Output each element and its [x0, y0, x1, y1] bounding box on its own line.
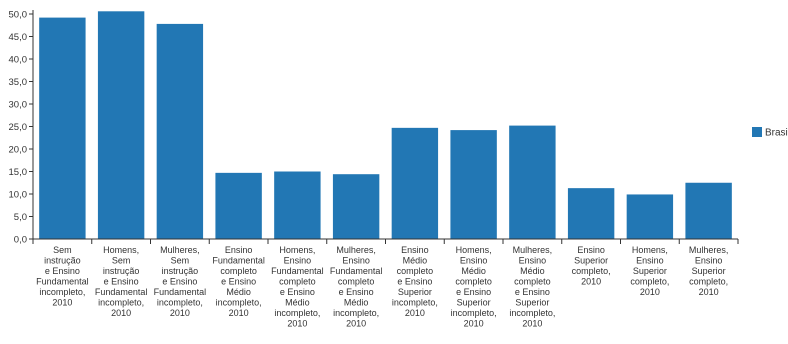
- legend-swatch: [752, 127, 762, 137]
- category-label: Homens, Ensino Superior completo, 2010: [630, 245, 669, 297]
- x-axis: Sem instrução e Ensino Fundamental incomplet…: [32, 238, 739, 329]
- y-axis: 0,0 5,0 10,0 15,0 20,0 25,0 30,0 35,0 40,0 45,0 50…: [9, 10, 34, 246]
- y-tick-label: 5,0: [14, 212, 27, 223]
- y-tick-label: 0,0: [14, 235, 27, 246]
- bar[interactable]: [567, 188, 615, 239]
- bar[interactable]: [450, 130, 497, 239]
- category-label: Homens, Ensino Médio completo e Ensino Superi…: [451, 245, 497, 329]
- y-tick-label: 15,0: [9, 167, 28, 178]
- bar[interactable]: [332, 174, 380, 239]
- bar[interactable]: [274, 171, 321, 240]
- category-label: Mulheres, Ensino Superior completo, 2010: [689, 245, 729, 297]
- y-tick-label: 35,0: [9, 77, 28, 88]
- y-tick-label: 50,0: [9, 10, 28, 21]
- y-tick-label: 25,0: [9, 122, 28, 133]
- category-label: Homens, Ensino Fundamental completo e Ensino…: [271, 245, 324, 329]
- y-tick-label: 45,0: [9, 32, 28, 43]
- bar[interactable]: [685, 182, 732, 239]
- category-label: Mulheres, Sem instrução e Ensino Fundamental…: [154, 245, 207, 318]
- legend-label[interactable]: Brasil: [765, 128, 788, 139]
- category-label: Mulheres, Ensino Fundamental completo e Ensi…: [330, 245, 383, 329]
- category-label: Ensino Médio completo e Ensino Superior incom…: [392, 245, 438, 318]
- y-tick-label: 30,0: [9, 100, 28, 111]
- bar[interactable]: [626, 194, 674, 239]
- bars: [39, 11, 732, 240]
- category-label: Ensino Fundamental completo e Ensino Médio in…: [212, 245, 265, 318]
- bar[interactable]: [97, 11, 145, 239]
- bar[interactable]: [509, 125, 556, 239]
- category-label: Sem instrução e Ensino Fundamental incomplet…: [36, 245, 89, 308]
- category-label: Homens, Sem instrução e Ensino Fundamental in…: [95, 245, 148, 318]
- bar[interactable]: [391, 127, 439, 239]
- category-label: Ensino Superior completo, 2010: [572, 245, 611, 287]
- bar[interactable]: [39, 17, 86, 239]
- y-tick-label: 40,0: [9, 55, 28, 66]
- legend: Brasil: [752, 127, 788, 139]
- bar[interactable]: [156, 23, 204, 240]
- bar[interactable]: [215, 172, 262, 239]
- y-tick-label: 20,0: [9, 145, 28, 156]
- category-label: Mulheres, Ensino Médio completo e Ensino Supe…: [509, 245, 555, 329]
- y-tick-label: 10,0: [9, 190, 28, 201]
